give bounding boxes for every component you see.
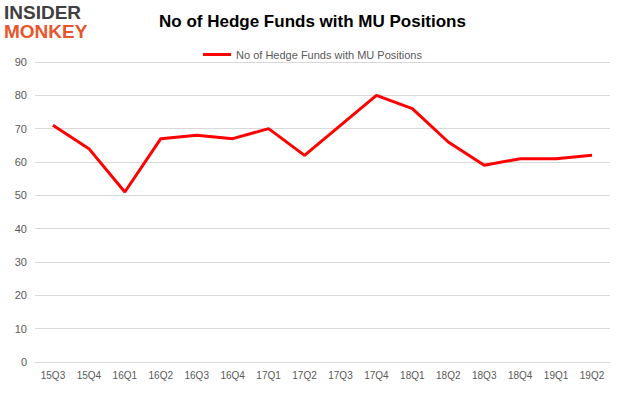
svg-text:15Q3: 15Q3: [41, 370, 66, 381]
svg-text:18Q3: 18Q3: [472, 370, 497, 381]
svg-text:17Q2: 17Q2: [292, 370, 317, 381]
svg-text:16Q3: 16Q3: [184, 370, 209, 381]
svg-text:50: 50: [15, 189, 27, 201]
svg-text:18Q4: 18Q4: [508, 370, 533, 381]
svg-text:0: 0: [21, 356, 27, 368]
svg-text:16Q1: 16Q1: [113, 370, 138, 381]
svg-text:17Q3: 17Q3: [328, 370, 353, 381]
svg-text:70: 70: [15, 123, 27, 135]
svg-text:30: 30: [15, 256, 27, 268]
svg-text:20: 20: [15, 289, 27, 301]
svg-text:17Q4: 17Q4: [364, 370, 389, 381]
svg-text:10: 10: [15, 323, 27, 335]
svg-text:19Q2: 19Q2: [580, 370, 605, 381]
svg-text:18Q1: 18Q1: [400, 370, 425, 381]
svg-text:MONKEY: MONKEY: [4, 21, 88, 42]
svg-text:17Q1: 17Q1: [256, 370, 281, 381]
svg-text:No of Hedge Funds with MU Posi: No of Hedge Funds with MU Positions: [159, 12, 466, 31]
svg-text:19Q1: 19Q1: [544, 370, 569, 381]
svg-text:90: 90: [15, 56, 27, 68]
svg-text:80: 80: [15, 89, 27, 101]
svg-text:60: 60: [15, 156, 27, 168]
svg-text:18Q2: 18Q2: [436, 370, 461, 381]
svg-text:16Q2: 16Q2: [149, 370, 174, 381]
svg-text:INSIDER: INSIDER: [4, 2, 81, 23]
svg-text:16Q4: 16Q4: [220, 370, 245, 381]
svg-text:No of Hedge Funds with MU Posi: No of Hedge Funds with MU Positions: [236, 49, 422, 61]
svg-text:40: 40: [15, 223, 27, 235]
svg-text:15Q4: 15Q4: [77, 370, 102, 381]
